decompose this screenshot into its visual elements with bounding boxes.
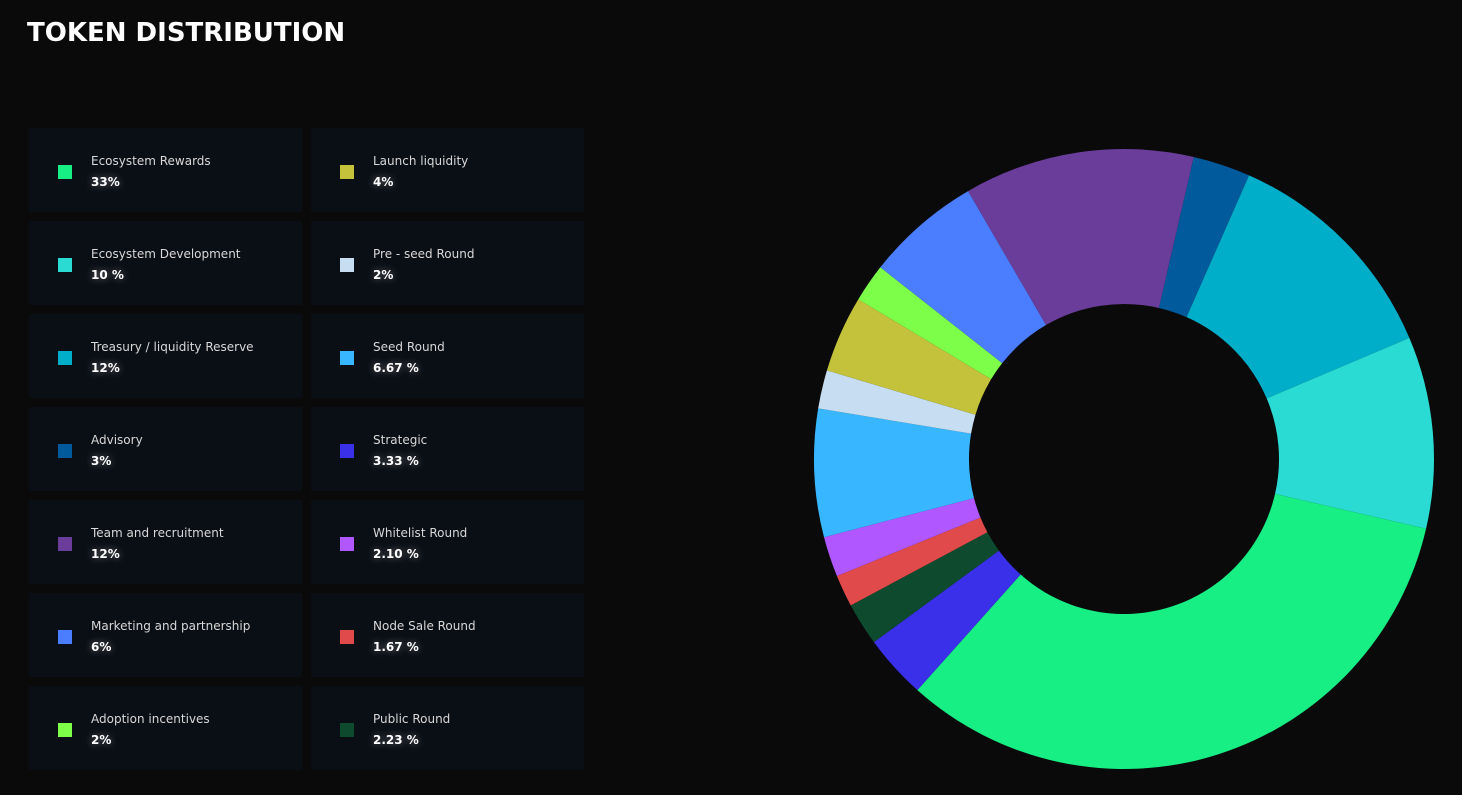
legend-value: 10 % xyxy=(91,268,124,282)
legend-value: 4% xyxy=(373,175,394,189)
legend-swatch xyxy=(58,165,72,179)
legend-value: 1.67 % xyxy=(373,640,419,654)
slice-strategic xyxy=(873,550,1021,691)
legend-item: Seed Round 6.67 % xyxy=(311,314,584,398)
legend-label: Seed Round xyxy=(373,340,445,354)
slice-ecosystem-development xyxy=(1266,337,1434,529)
legend-item: Launch liquidity 4% xyxy=(311,128,584,212)
legend-value: 2% xyxy=(373,268,394,282)
legend-label: Adoption incentives xyxy=(91,712,210,726)
slice-team-and-recruitment xyxy=(968,149,1194,326)
slice-whitelist-round xyxy=(824,498,981,576)
slice-seed-round xyxy=(814,408,975,538)
page-title: TOKEN DISTRIBUTION xyxy=(27,18,346,48)
legend-label: Advisory xyxy=(91,433,143,447)
legend-item: Ecosystem Rewards 33% xyxy=(29,128,302,212)
slice-ecosystem-rewards xyxy=(917,493,1427,769)
legend-swatch xyxy=(340,537,354,551)
legend-swatch xyxy=(340,723,354,737)
legend-swatch xyxy=(58,444,72,458)
legend: Ecosystem Rewards 33% Launch liquidity 4… xyxy=(29,128,584,770)
legend-value: 6.67 % xyxy=(373,361,419,375)
legend-value: 12% xyxy=(91,361,120,375)
legend-swatch xyxy=(58,351,72,365)
slice-adoption-incentives xyxy=(858,267,1003,380)
legend-item: Strategic 3.33 % xyxy=(311,407,584,491)
legend-value: 33% xyxy=(91,175,120,189)
legend-label: Public Round xyxy=(373,712,451,726)
legend-item: Pre - seed Round 2% xyxy=(311,221,584,305)
legend-item: Adoption incentives 2% xyxy=(29,686,302,770)
legend-swatch xyxy=(340,258,354,272)
slice-public-round xyxy=(850,532,999,643)
legend-item: Treasury / liquidity Reserve 12% xyxy=(29,314,302,398)
legend-value: 2.23 % xyxy=(373,733,419,747)
legend-label: Launch liquidity xyxy=(373,154,469,168)
legend-label: Treasury / liquidity Reserve xyxy=(91,340,254,354)
legend-item: Team and recruitment 12% xyxy=(29,500,302,584)
legend-value: 2.10 % xyxy=(373,547,419,561)
legend-value: 2% xyxy=(91,733,112,747)
slice-advisory xyxy=(1158,156,1250,318)
slice-pre-seed-round xyxy=(818,370,976,434)
legend-swatch xyxy=(58,630,72,644)
legend-swatch xyxy=(340,630,354,644)
legend-value: 3.33 % xyxy=(373,454,419,468)
slice-launch-liquidity xyxy=(826,299,992,415)
legend-swatch xyxy=(340,444,354,458)
legend-item: Ecosystem Development 10 % xyxy=(29,221,302,305)
legend-label: Pre - seed Round xyxy=(373,247,475,261)
legend-swatch xyxy=(58,537,72,551)
slice-treasury-liquidity-reserve xyxy=(1186,175,1410,399)
legend-value: 3% xyxy=(91,454,112,468)
legend-label: Marketing and partnership xyxy=(91,619,251,633)
legend-swatch xyxy=(340,351,354,365)
legend-label: Node Sale Round xyxy=(373,619,476,633)
legend-swatch xyxy=(58,723,72,737)
legend-item: Node Sale Round 1.67 % xyxy=(311,593,584,677)
legend-item: Whitelist Round 2.10 % xyxy=(311,500,584,584)
legend-item: Advisory 3% xyxy=(29,407,302,491)
legend-label: Team and recruitment xyxy=(91,526,224,540)
legend-label: Whitelist Round xyxy=(373,526,468,540)
legend-item: Public Round 2.23 % xyxy=(311,686,584,770)
legend-swatch xyxy=(58,258,72,272)
legend-item: Marketing and partnership 6% xyxy=(29,593,302,677)
legend-value: 12% xyxy=(91,547,120,561)
legend-label: Ecosystem Development xyxy=(91,247,241,261)
slice-node-sale-round xyxy=(836,517,988,606)
slice-marketing-and-partnership xyxy=(880,191,1047,364)
legend-label: Ecosystem Rewards xyxy=(91,154,211,168)
legend-value: 6% xyxy=(91,640,112,654)
legend-swatch xyxy=(340,165,354,179)
legend-label: Strategic xyxy=(373,433,428,447)
